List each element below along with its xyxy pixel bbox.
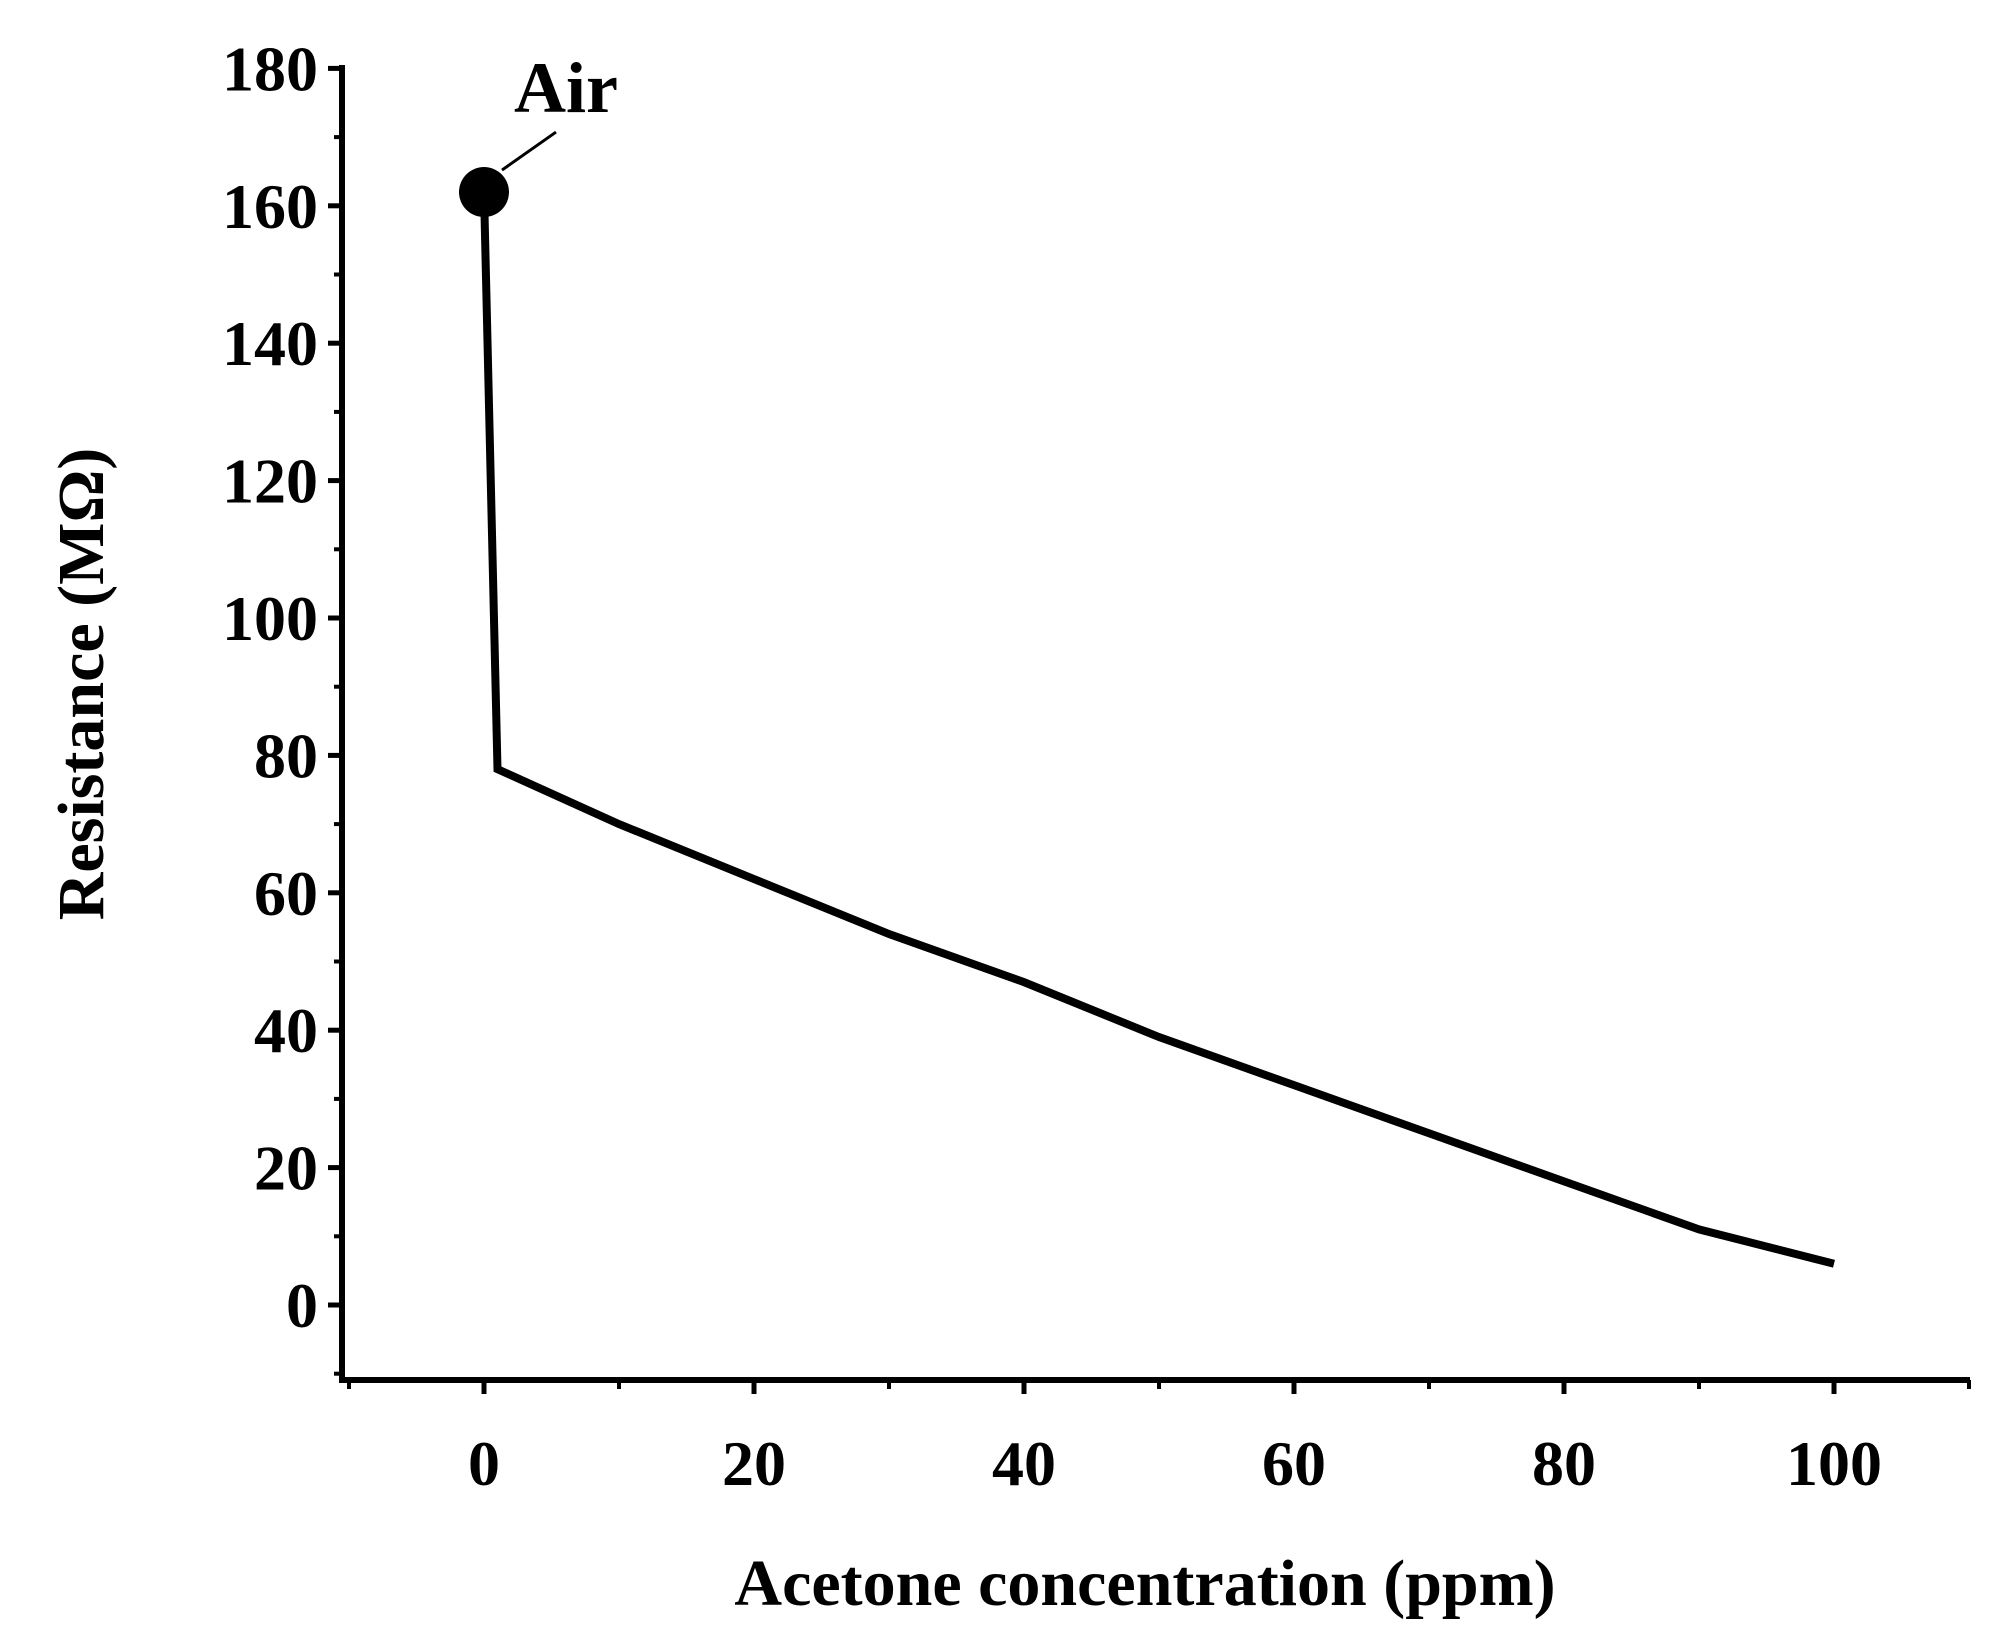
chart-axes — [339, 65, 1970, 1383]
chart-annotations: Air — [459, 48, 618, 218]
y-axis-label: Resistance (MΩ) — [45, 448, 118, 921]
y-tick-label: 20 — [254, 1133, 318, 1204]
y-tick-label: 180 — [222, 33, 318, 104]
x-tick-label: 80 — [1532, 1428, 1596, 1499]
y-tick-label: 140 — [222, 308, 318, 379]
y-tick-label: 40 — [254, 995, 318, 1066]
x-tick-label: 60 — [1262, 1428, 1326, 1499]
series-line — [480, 191, 1835, 1268]
air-point-marker — [459, 167, 509, 218]
x-axis-label: Acetone concentration (ppm) — [734, 1547, 1555, 1620]
annotation-leader-line — [501, 130, 557, 172]
x-tick-label: 20 — [722, 1428, 786, 1499]
y-tick-label: 100 — [222, 583, 318, 654]
chart-series — [480, 191, 1835, 1268]
y-tick-label: 120 — [222, 446, 318, 517]
y-tick-label: 80 — [254, 720, 318, 791]
y-tick-label: 160 — [222, 171, 318, 242]
y-axis-ticks: 0 20 40 60 80 100 120 140 160 180 — [222, 33, 342, 1376]
x-tick-label: 100 — [1786, 1428, 1882, 1499]
y-tick-label: 60 — [254, 858, 318, 929]
y-tick-label: 0 — [286, 1270, 318, 1341]
x-tick-label: 0 — [468, 1428, 500, 1499]
x-tick-label: 40 — [992, 1428, 1056, 1499]
x-axis-ticks: 0 20 40 60 80 100 — [347, 1380, 1971, 1499]
annotation-label-air: Air — [514, 48, 618, 128]
